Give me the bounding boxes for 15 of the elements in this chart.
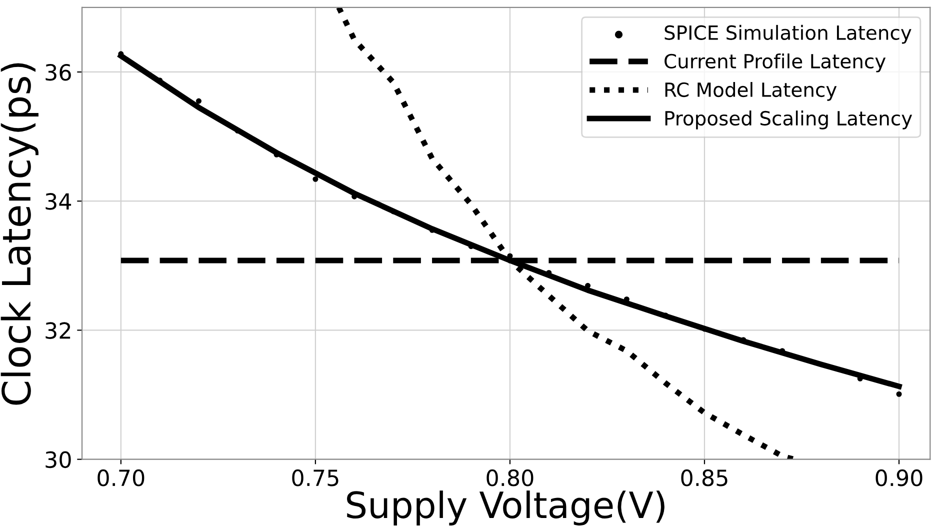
x-axis-title: Supply Voltage(V)	[347, 490, 664, 526]
y-tick-label: 34	[46, 193, 72, 210]
x-tick-label: 0.75	[292, 469, 338, 486]
x-tick-label: 0.70	[98, 469, 144, 486]
y-tick-label: 32	[46, 322, 70, 339]
legend-label: Proposed Scaling Latency	[665, 110, 912, 130]
legend-label: Current Profile Latency	[664, 53, 886, 72]
x-tick-label: 0.80	[486, 469, 534, 486]
legend-label: RC Model Latency	[665, 82, 837, 101]
y-tick-label: 36	[46, 64, 71, 81]
x-tick-label: 0.90	[876, 469, 922, 486]
y-tick-label: 30	[46, 451, 71, 468]
legend-label: SPICE Simulation Latency	[664, 24, 912, 44]
y-axis-title: Clock Latency(ps)	[0, 63, 38, 405]
x-tick-label: 0.85	[681, 469, 728, 486]
